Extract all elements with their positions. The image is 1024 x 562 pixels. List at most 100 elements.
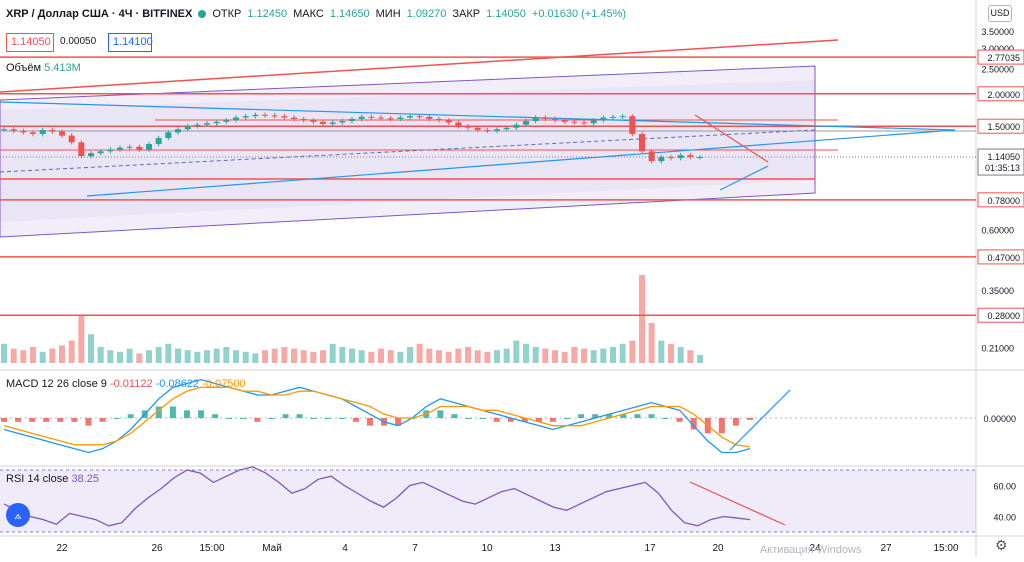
price-level-tag [977,86,1024,102]
candle [629,116,636,134]
candle [436,118,442,121]
price-level-label: 1.50000 [987,122,1020,132]
candle [416,116,423,118]
macd-histogram-bar [352,418,359,422]
volume-value: 5.413M [44,62,81,74]
macd-histogram-bar [747,418,753,420]
macd-line-value: -0.08622 [155,378,200,390]
macd-histogram-bar [690,418,697,430]
candle [320,121,326,124]
candle [619,116,626,118]
macd-histogram-bar [634,414,641,418]
macd-histogram-bar [15,418,22,422]
volume-bar [20,350,27,363]
close-label: ЗАКР [452,8,481,20]
volume-bar [474,350,481,363]
candle [368,116,375,118]
macd-histogram-bar [57,418,64,422]
volume-bar [1,343,7,363]
macd-label[interactable]: MACD 12 26 close 9 [6,378,107,390]
volume-bar [677,347,684,363]
volume-bar [668,343,674,363]
macd-histogram-bar [606,414,613,418]
candle [561,120,568,122]
candle [600,117,607,121]
macd-histogram-bar [718,418,725,434]
volume-bar [407,347,413,363]
candle [175,129,181,133]
candle [378,117,384,119]
price-level-label: 0.28000 [987,311,1020,321]
candle [310,120,317,122]
current-price-label: 1.14050 [987,152,1020,162]
volume-bar [397,351,404,363]
price-level-label: 2.00000 [987,90,1020,100]
macd-histogram-bar [198,410,205,418]
low-value: 1.09270 [406,8,447,20]
volume-bar [455,348,462,363]
price-level-label: 0.78000 [987,196,1020,206]
candle [648,151,655,162]
macd-histogram-bar [493,418,500,422]
volume-bar [281,347,288,363]
candle [242,116,249,118]
macd-histogram-bar [183,410,190,418]
macd-histogram-bar [212,414,219,418]
volume-bar [658,340,665,363]
candle [658,157,665,162]
volume-bar [10,348,17,363]
volume-bar [561,351,568,363]
buy-price-button[interactable]: 1.14100 [108,33,153,52]
low-label: МИН [375,8,401,20]
macd-histogram-bar [155,406,162,418]
time-tick-label: 20 [712,543,724,554]
macd-line [3,378,751,454]
candle [474,127,481,131]
volume-bar [687,350,694,363]
candle [639,133,645,152]
candle [677,155,684,159]
symbol-title[interactable]: XRP / Доллар США · 4Ч · BITFINEX [6,8,193,20]
rsi-band [0,470,976,532]
time-tick-label: 22 [56,543,68,554]
market-status-icon [198,10,207,18]
price-level-label: 2.77035 [987,53,1020,63]
macd-hist-value: -0.01122 [109,378,153,390]
candle [194,124,201,127]
macd-signal-line [3,386,751,448]
macd-arrow-line [729,389,791,451]
chart-logo-icon[interactable]: ⟑ [6,503,30,527]
volume-bar [590,350,597,363]
price-level-tag [977,307,1024,323]
macd-histogram-bar [451,414,458,418]
candle [78,142,85,157]
macd-histogram-bar [127,414,134,418]
open-value: 1.12450 [247,8,288,20]
currency-button[interactable]: USD [988,5,1012,22]
macd-histogram-bar [564,418,571,419]
time-tick-label: 4 [342,543,348,554]
price-tick-label: 3.00000 [981,44,1014,54]
macd-histogram-bar [549,418,556,422]
candle [513,124,520,128]
volume-bar [88,334,94,363]
sell-price-button[interactable]: 1.14050 [6,33,54,52]
candle [88,153,94,157]
time-tick-label: 15:00 [199,543,224,554]
candle [281,116,288,118]
macd-histogram-bar [254,418,261,422]
rsi-label[interactable]: RSI 14 close [6,473,69,485]
volume-bar [136,353,143,363]
candle [233,117,239,121]
volume-bar [378,348,384,363]
volume-bar [204,350,210,363]
macd-histogram-bar [1,418,7,422]
macd-histogram-bar [99,418,106,422]
volume-bar [213,348,220,363]
volume-bar [107,350,114,363]
high-label: МАКС [293,8,324,20]
macd-histogram-bar [310,418,317,419]
volume-bar [59,345,65,363]
gear-icon[interactable]: ⚙ [995,537,1008,553]
